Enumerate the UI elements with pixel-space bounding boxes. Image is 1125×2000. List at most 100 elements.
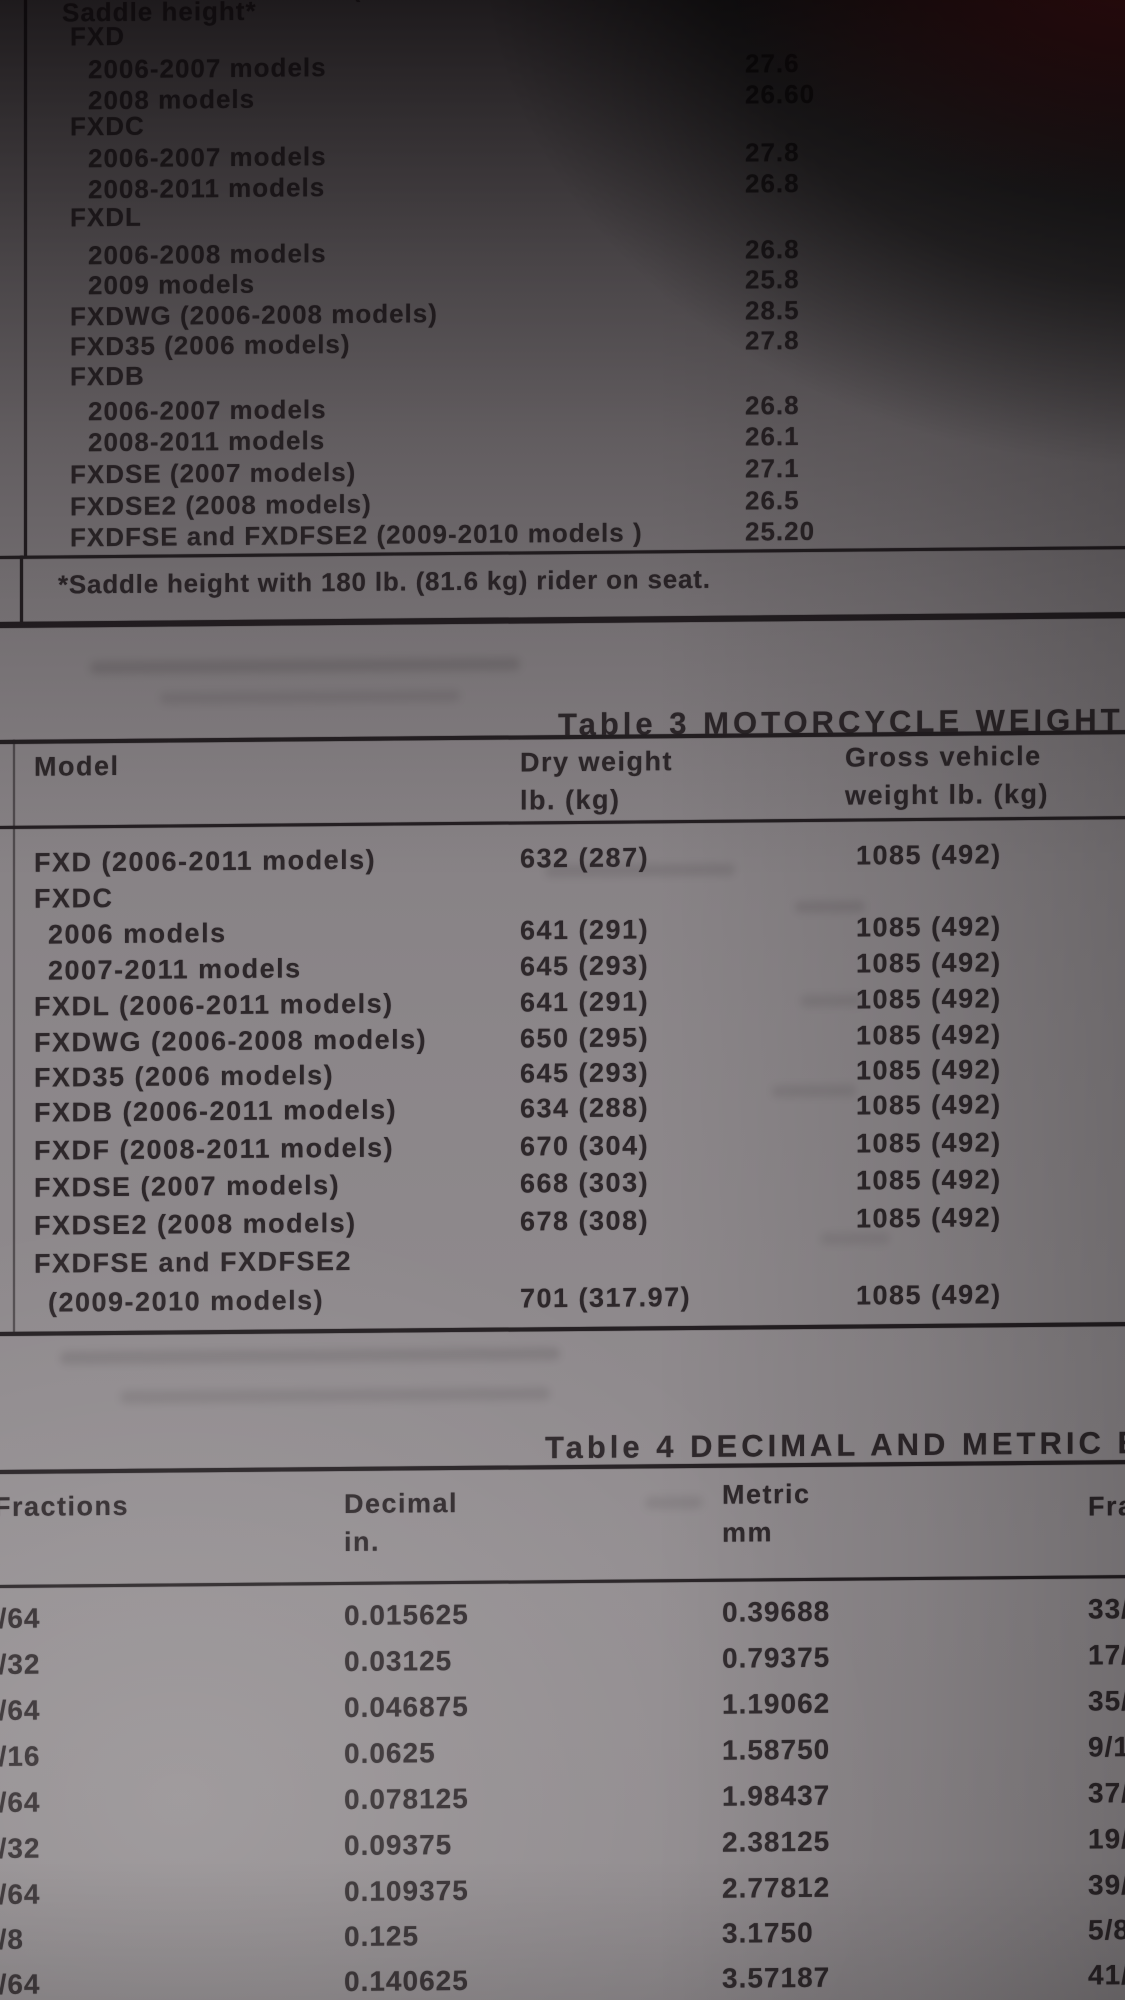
table4-column-header-fractions-left: Fractions <box>0 1490 130 1523</box>
table4-title: Table 4 DECIMAL AND METRIC EQUIVALENTS <box>545 1422 1125 1466</box>
decimal-cell: 0.0625 <box>344 1737 436 1769</box>
gross-weight-cell: 1085 (492) <box>856 911 1002 943</box>
dry-weight-cell: 645 (293) <box>520 950 650 982</box>
model-cell: FXDL (2006-2011 models) <box>34 988 394 1022</box>
table-row: 5/64 0.078125 1.98437 37/64 <box>0 1777 1125 1821</box>
table-row: 1/8 0.125 3.1750 5/8 <box>0 1914 1125 1958</box>
saddle-height-value: 26.8 <box>745 168 800 199</box>
decimal-cell: 0.015625 <box>344 1598 469 1631</box>
model-label: FXDC <box>70 110 145 142</box>
table-row: 1/32 0.03125 0.79375 17/32 <box>0 1639 1125 1683</box>
dry-weight-cell: 650 (295) <box>520 1022 650 1054</box>
model-cell: FXDSE (2007 models) <box>34 1170 341 1203</box>
fraction-right-cell: 17/32 <box>1088 1638 1125 1671</box>
table-row: FXDSE2 (2008 models) 678 (308) 1085 (492) <box>0 1201 1125 1245</box>
table3-header-underline <box>0 815 1125 830</box>
table4-column-header-fractions-right: Fractions <box>1088 1490 1125 1522</box>
table-row: 3/64 0.046875 1.19062 35/64 <box>0 1685 1125 1729</box>
table-row: 7/64 0.109375 2.77812 39/64 <box>0 1869 1125 1913</box>
table3-column-header-gross-weight-units: weight lb. (kg) <box>845 778 1049 811</box>
metric-cell: 0.79375 <box>722 1641 831 1674</box>
model-label: 2009 models <box>88 268 256 301</box>
decimal-cell: 0.140625 <box>344 1964 469 1997</box>
saddle-height-value: 27.8 <box>745 325 800 356</box>
decimal-cell: 0.03125 <box>344 1645 453 1677</box>
bleed-through-smudge <box>90 657 520 675</box>
fraction-left-cell: 7/64 <box>0 1878 41 1911</box>
table3-bottom-border <box>0 1321 1125 1337</box>
model-cell: (2009-2010 models) <box>48 1285 325 1318</box>
fraction-right-cell: 35/64 <box>1088 1684 1125 1717</box>
model-label: FXDFSE and FXDFSE2 (2009-2010 models ) <box>70 517 643 553</box>
model-label: 2006-2007 models <box>88 141 327 174</box>
saddle-footnote: *Saddle height with 180 lb. (81.6 kg) ri… <box>58 563 711 600</box>
metric-cell: 2.38125 <box>722 1825 831 1858</box>
table4-header-underline <box>0 1574 1125 1589</box>
saddle-height-value: 26.8 <box>745 234 800 265</box>
fraction-left-cell: 1/8 <box>0 1923 24 1956</box>
clipped-top-text: (2006-2010 models) <box>352 0 601 4</box>
saddle-height-value: 25.20 <box>745 515 816 547</box>
model-label: FXDB <box>70 360 145 392</box>
fraction-left-cell: 3/32 <box>0 1832 41 1865</box>
saddle-height-value: 25.8 <box>745 264 800 295</box>
fraction-right-cell: 5/8 <box>1088 1914 1125 1946</box>
metric-cell: 3.57187 <box>722 1961 831 1994</box>
saddle-height-value: 26.5 <box>745 485 800 516</box>
table4-column-header-metric: Metric <box>722 1478 811 1510</box>
saddle-height-value: 26.1 <box>745 421 800 452</box>
metric-cell: 1.19062 <box>722 1687 831 1720</box>
fraction-right-cell: 37/64 <box>1088 1776 1125 1809</box>
table-row: 9/64 0.140625 3.57187 41/64 <box>0 1959 1125 2000</box>
model-cell: FXDC <box>34 883 114 914</box>
dry-weight-cell: 641 (291) <box>520 986 650 1018</box>
fraction-right-cell: 33/64 <box>1088 1592 1125 1625</box>
model-cell: FXDB (2006-2011 models) <box>34 1094 398 1128</box>
fraction-left-cell: 9/64 <box>0 1968 41 2000</box>
saddle-height-value: 28.5 <box>745 295 800 326</box>
dry-weight-cell: 668 (303) <box>520 1167 650 1199</box>
gross-weight-cell: 1085 (492) <box>856 1279 1002 1311</box>
table-row: FXDFSE and FXDFSE2 <box>0 1239 1125 1283</box>
dry-weight-cell: 632 (287) <box>520 842 650 874</box>
decimal-cell: 0.109375 <box>344 1874 469 1907</box>
gross-weight-cell: 1085 (492) <box>856 1019 1002 1051</box>
fraction-left-cell: 1/16 <box>0 1740 41 1773</box>
bleed-through-smudge <box>120 1387 550 1404</box>
fraction-right-cell: 9/16 <box>1088 1730 1125 1763</box>
fraction-left-cell: 1/32 <box>0 1648 41 1681</box>
fraction-left-cell: 5/64 <box>0 1786 41 1819</box>
model-cell: FXDF (2008-2011 models) <box>34 1132 395 1166</box>
decimal-cell: 0.078125 <box>344 1782 469 1815</box>
model-cell: FXDSE2 (2008 models) <box>34 1207 357 1241</box>
fraction-left-cell: 3/64 <box>0 1694 41 1727</box>
model-cell: FXDFSE and FXDFSE2 <box>34 1245 353 1279</box>
model-label: FXD <box>70 20 125 52</box>
footnote-left-border <box>20 555 23 626</box>
model-label: 2006-2007 models <box>88 52 327 85</box>
model-label: FXDWG (2006-2008 models) <box>70 298 438 332</box>
table-row: 3/32 0.09375 2.38125 19/32 <box>0 1823 1125 1867</box>
model-cell: FXDWG (2006-2008 models) <box>34 1024 428 1058</box>
fraction-right-cell: 19/32 <box>1088 1822 1125 1855</box>
bleed-through-smudge <box>645 1495 703 1510</box>
model-label: 2006-2008 models <box>88 238 327 271</box>
saddle-table-bottom-border <box>0 611 1125 629</box>
bleed-through-smudge <box>60 1347 560 1365</box>
table4-column-header-decimal: Decimal <box>344 1488 459 1519</box>
metric-cell: 2.77812 <box>722 1871 831 1904</box>
metric-cell: 0.39688 <box>722 1595 831 1628</box>
fraction-right-cell: 41/64 <box>1088 1958 1125 1991</box>
table3-column-header-model: Model <box>34 750 120 782</box>
model-cell: FXD (2006-2011 models) <box>34 844 377 878</box>
gross-weight-cell: 1085 (492) <box>856 1054 1002 1086</box>
gross-weight-cell: 1085 (492) <box>856 1202 1002 1234</box>
dry-weight-cell: 701 (317.97) <box>520 1281 692 1314</box>
gross-weight-cell: 1085 (492) <box>856 839 1002 871</box>
table-row: 1/64 0.015625 0.39688 33/64 <box>0 1593 1125 1637</box>
model-label: 2008-2011 models <box>88 425 326 458</box>
gross-weight-cell: 1085 (492) <box>856 947 1002 979</box>
metric-cell: 1.98437 <box>722 1779 831 1812</box>
